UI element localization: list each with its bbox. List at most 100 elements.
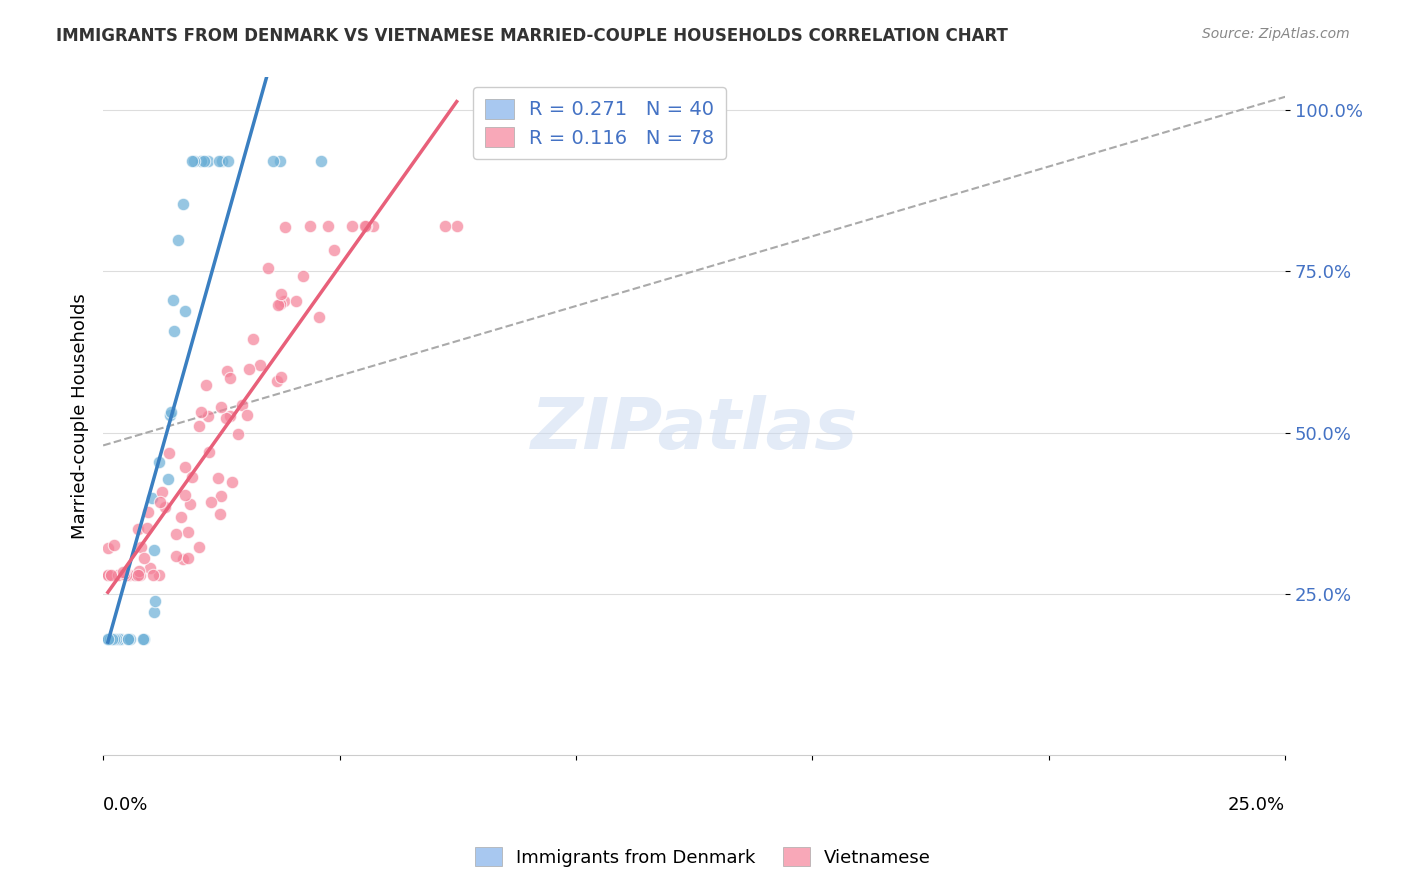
Point [115, 567, 138, 582]
Point [262, 154, 284, 169]
Point [249, 358, 271, 372]
Point [221, 475, 243, 489]
Point [211, 154, 233, 169]
Point [238, 362, 260, 376]
Text: 0.0%: 0.0% [103, 796, 149, 814]
Point [127, 567, 149, 582]
Point [97, 632, 120, 647]
Point [188, 419, 211, 434]
Point [169, 510, 191, 524]
Point [361, 219, 384, 233]
Point [174, 488, 197, 502]
Point [172, 551, 194, 566]
Point [309, 154, 332, 169]
Point [434, 219, 457, 233]
Point [159, 408, 181, 422]
Point [219, 370, 242, 384]
Point [219, 409, 242, 424]
Point [200, 495, 222, 509]
Point [162, 293, 184, 308]
Point [193, 154, 215, 169]
Point [105, 632, 128, 647]
Point [190, 154, 212, 169]
Point [266, 298, 288, 312]
Point [209, 489, 232, 503]
Point [177, 524, 200, 539]
Point [160, 404, 183, 418]
Point [165, 549, 187, 563]
Point [179, 497, 201, 511]
Point [269, 154, 291, 169]
Point [292, 269, 315, 284]
Point [103, 632, 125, 647]
Point [172, 197, 194, 211]
Point [152, 485, 174, 500]
Point [166, 233, 188, 247]
Point [148, 567, 170, 582]
Point [217, 364, 239, 378]
Point [163, 324, 186, 338]
Point [173, 460, 195, 475]
Point [98, 632, 121, 647]
Point [354, 219, 377, 233]
Point [316, 219, 339, 233]
Point [342, 219, 364, 233]
Point [145, 594, 167, 608]
Point [132, 632, 155, 647]
Point [207, 471, 229, 485]
Point [157, 446, 180, 460]
Point [112, 566, 135, 581]
Point [117, 632, 139, 647]
Point [165, 527, 187, 541]
Point [231, 398, 253, 412]
Point [217, 154, 239, 169]
Point [446, 219, 468, 233]
Point [110, 632, 132, 647]
Point [176, 550, 198, 565]
Y-axis label: Married-couple Households: Married-couple Households [72, 293, 89, 540]
Legend: Immigrants from Denmark, Vietnamese: Immigrants from Denmark, Vietnamese [468, 840, 938, 874]
Point [97, 632, 120, 647]
Point [322, 243, 344, 257]
Point [120, 632, 142, 647]
Point [100, 632, 122, 647]
Point [107, 632, 129, 647]
Point [155, 500, 177, 514]
Point [188, 541, 211, 555]
Point [209, 400, 232, 414]
Point [181, 154, 204, 169]
Point [143, 543, 166, 558]
Point [129, 540, 152, 554]
Text: ZIPatlas: ZIPatlas [530, 395, 858, 465]
Point [97, 567, 120, 582]
Text: Source: ZipAtlas.com: Source: ZipAtlas.com [1202, 27, 1350, 41]
Point [180, 470, 202, 484]
Point [148, 455, 170, 469]
Point [308, 310, 330, 324]
Point [124, 567, 146, 582]
Point [208, 154, 231, 169]
Point [270, 287, 292, 301]
Point [198, 445, 221, 459]
Point [235, 409, 257, 423]
Point [100, 567, 122, 582]
Point [136, 521, 159, 535]
Point [127, 522, 149, 536]
Point [269, 297, 291, 311]
Point [132, 551, 155, 566]
Point [117, 632, 139, 647]
Point [97, 632, 120, 647]
Point [97, 541, 120, 555]
Point [298, 219, 321, 233]
Point [242, 333, 264, 347]
Point [141, 491, 163, 505]
Point [125, 568, 148, 582]
Point [284, 294, 307, 309]
Text: IMMIGRANTS FROM DENMARK VS VIETNAMESE MARRIED-COUPLE HOUSEHOLDS CORRELATION CHAR: IMMIGRANTS FROM DENMARK VS VIETNAMESE MA… [56, 27, 1008, 45]
Point [143, 605, 166, 619]
Point [149, 494, 172, 508]
Point [103, 538, 125, 552]
Point [226, 426, 249, 441]
Point [215, 411, 238, 425]
Point [98, 632, 121, 647]
